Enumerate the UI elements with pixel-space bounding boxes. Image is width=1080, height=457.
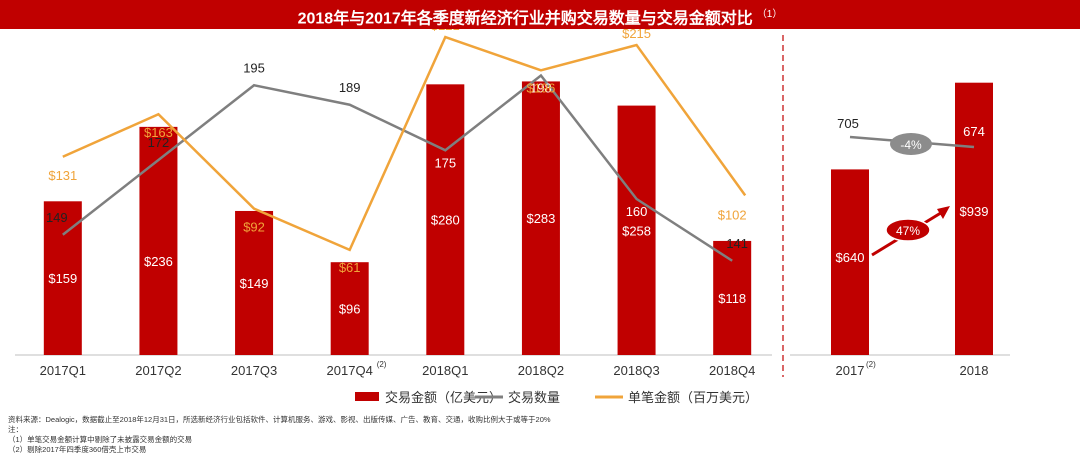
avg-amount-label: $163 (144, 125, 173, 140)
annual-category-note: (2) (866, 360, 876, 369)
count-change-label: -4% (900, 138, 922, 152)
amount-bar-label: $283 (526, 211, 555, 226)
category-label: 2017Q1 (40, 363, 86, 378)
amount-bar-label: $149 (240, 276, 269, 291)
amount-bar (426, 84, 465, 356)
chart-title: 2018年与2017年各季度新经济行业并购交易数量与交易金额对比 (297, 10, 753, 28)
avg-amount-label: $92 (243, 220, 265, 235)
amount-change-label: 47% (896, 224, 920, 238)
note-2: （2）剔除2017年四季度360借壳上市交易 (8, 445, 147, 454)
amount-bar (330, 262, 369, 355)
avg-amount-label: $102 (718, 207, 747, 222)
note-1: （1）单笔交易金额计算中剔除了未披露交易金额的交易 (8, 435, 193, 444)
annual-category-label: 2017 (836, 363, 865, 378)
annual-amount-label: $640 (836, 250, 865, 265)
deal-count-label: 141 (726, 236, 748, 251)
amount-bar-label: $280 (431, 213, 460, 228)
deal-count-label: 198 (530, 81, 552, 96)
deal-count-label: 175 (434, 155, 456, 170)
amount-bar-label: $236 (144, 254, 173, 269)
amount-bar-label: $96 (339, 302, 361, 317)
avg-amount-label: $196 (526, 80, 555, 95)
title-note-ref: （1） (756, 9, 783, 20)
legend-label: 交易数量 (508, 390, 560, 405)
amount-bar (139, 126, 178, 355)
category-label: 2018Q3 (613, 363, 659, 378)
annual-count-label: 705 (837, 116, 859, 131)
deal-count-label: 189 (339, 80, 361, 95)
amount-bar (235, 210, 274, 355)
chart-title-bar: 2018年与2017年各季度新经济行业并购交易数量与交易金额对比 （1） (0, 0, 1080, 29)
annual-amount-bar (831, 169, 869, 355)
deal-count-label: 149 (46, 210, 68, 225)
avg-amount-label: $215 (622, 29, 651, 41)
legend-label: 交易金额（亿美元） (385, 390, 502, 405)
avg-amount-line (62, 35, 747, 252)
category-label: 2018Q4 (709, 363, 755, 378)
amount-bar (521, 81, 560, 355)
annual-count-label: 674 (963, 124, 985, 139)
deal-count-line (62, 73, 733, 262)
category-label: 2017Q4 (327, 363, 373, 378)
avg-amount-label: $221 (431, 29, 460, 33)
category-label: 2017Q2 (135, 363, 181, 378)
legend-label: 单笔金额（百万美元） (628, 390, 758, 405)
source-note: 资料来源：Dealogic，数据截止至2018年12月31日，所选新经济行业包括… (8, 415, 551, 424)
amount-bar (617, 105, 656, 355)
category-label: 2017Q3 (231, 363, 277, 378)
amount-bar (43, 201, 82, 355)
comparison-chart: $159 $236 $149 $96 $280 $283 $258 $118 149 172 195… (15, 29, 1010, 405)
deal-count-label: 172 (148, 135, 170, 150)
deal-count-label: 160 (626, 204, 648, 219)
category-label: 2018Q1 (422, 363, 468, 378)
amount-bar-label: $118 (718, 291, 746, 306)
footnotes: 资料来源：Dealogic，数据截止至2018年12月31日，所选新经济行业包括… (8, 415, 551, 455)
count-change-badge (890, 133, 932, 155)
annual-amount-label: $939 (960, 204, 989, 219)
amount-change-badge (885, 218, 931, 242)
deal-count-label: 195 (243, 60, 265, 75)
amount-bar-label: $258 (622, 223, 651, 238)
avg-amount-label: $131 (48, 168, 77, 183)
note-heading: 注： (8, 425, 23, 434)
annual-amount-bar (955, 82, 993, 355)
annual-category-label: 2018 (960, 363, 989, 378)
category-note: (2) (377, 360, 387, 369)
avg-amount-label: $61 (339, 260, 361, 275)
growth-arrow-head (937, 206, 950, 219)
category-label: 2018Q2 (518, 363, 564, 378)
amount-bar-label: $159 (48, 271, 77, 286)
legend-swatch-bar (355, 392, 379, 401)
